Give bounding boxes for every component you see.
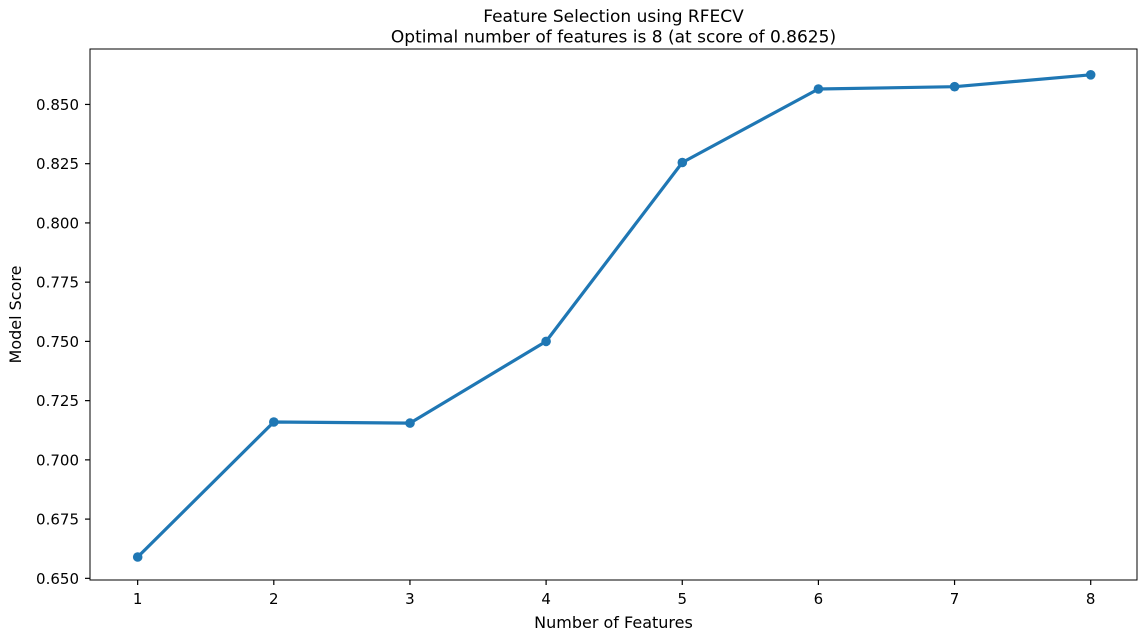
- chart-title: Feature Selection using RFECV: [483, 7, 744, 27]
- y-tick-label: 0.825: [36, 155, 79, 173]
- data-point: [949, 81, 960, 92]
- x-axis-label: Number of Features: [534, 613, 693, 632]
- data-point: [541, 336, 551, 347]
- data-point: [405, 418, 415, 428]
- line-series: [136, 73, 1093, 559]
- y-tick-label: 0.675: [36, 511, 79, 529]
- data-series: [132, 70, 1096, 562]
- data-point: [132, 552, 143, 562]
- axes-spines: [89, 48, 1138, 581]
- y-axis-ticks: 0.650 0.675 0.700 0.725 0.750 0.775 0.800 0.825…: [36, 96, 90, 588]
- data-point: [677, 157, 688, 168]
- x-tick-label: 4: [541, 590, 551, 608]
- y-tick-label: 0.725: [36, 392, 79, 410]
- x-axis-ticks: 1 2 3 4 5 6 7 8: [133, 580, 1096, 608]
- x-tick-label: 2: [269, 590, 279, 608]
- data-point: [1085, 70, 1096, 80]
- data-point: [269, 417, 279, 427]
- x-tick-label: 6: [814, 590, 824, 608]
- x-tick-label: 5: [677, 590, 687, 608]
- y-tick-label: 0.850: [36, 96, 79, 114]
- x-tick-label: 7: [950, 590, 960, 608]
- y-axis-label: Model Score: [6, 266, 25, 364]
- chart-subtitle: Optimal number of features is 8 (at scor…: [391, 28, 836, 48]
- y-tick-label: 0.700: [36, 451, 79, 469]
- y-tick-label: 0.650: [36, 570, 79, 588]
- data-point: [813, 84, 824, 94]
- y-tick-label: 0.775: [36, 274, 79, 292]
- x-tick-label: 3: [405, 590, 415, 608]
- x-tick-label: 8: [1086, 590, 1096, 608]
- y-tick-label: 0.800: [36, 214, 79, 232]
- y-tick-label: 0.750: [36, 333, 79, 351]
- plot-area: [90, 49, 1137, 580]
- x-tick-label: 1: [133, 590, 143, 608]
